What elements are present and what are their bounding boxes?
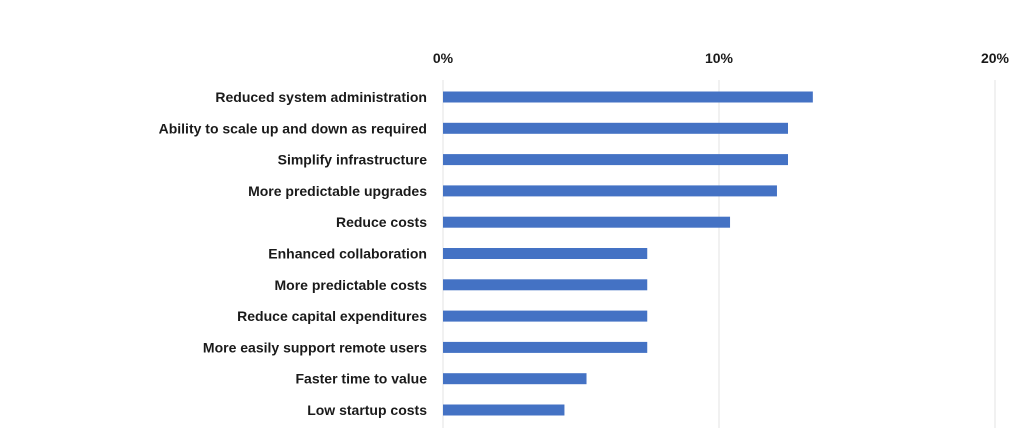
x-tick-label: 0% (433, 50, 454, 66)
category-label: Low startup costs (307, 402, 427, 418)
category-label: Simplify infrastructure (278, 152, 428, 168)
category-label: More easily support remote users (203, 339, 427, 355)
bar (443, 279, 648, 291)
bar (443, 154, 788, 166)
bar (443, 122, 788, 134)
bar (443, 248, 648, 259)
bar (443, 91, 813, 103)
category-label: More predictable costs (275, 277, 428, 293)
bar (443, 216, 731, 228)
category-label: More predictable upgrades (248, 183, 427, 199)
x-tick-label: 20% (981, 50, 1010, 66)
bar (443, 404, 565, 416)
category-label: Reduced system administration (215, 89, 427, 105)
category-label: Reduce costs (336, 214, 427, 230)
category-label: Reduce capital expenditures (237, 308, 427, 324)
bar (443, 185, 777, 197)
bar (443, 310, 648, 322)
category-label: Faster time to value (296, 371, 428, 387)
bar (443, 373, 587, 385)
category-label: Ability to scale up and down as required (159, 120, 427, 136)
bar (443, 341, 648, 353)
bars (443, 91, 813, 416)
x-axis-ticks: 0% 10% 20% (433, 50, 1010, 66)
category-labels: Reduced system administration Ability to … (159, 89, 428, 418)
x-tick-label: 10% (705, 50, 734, 66)
category-label: Enhanced collaboration (268, 246, 427, 262)
